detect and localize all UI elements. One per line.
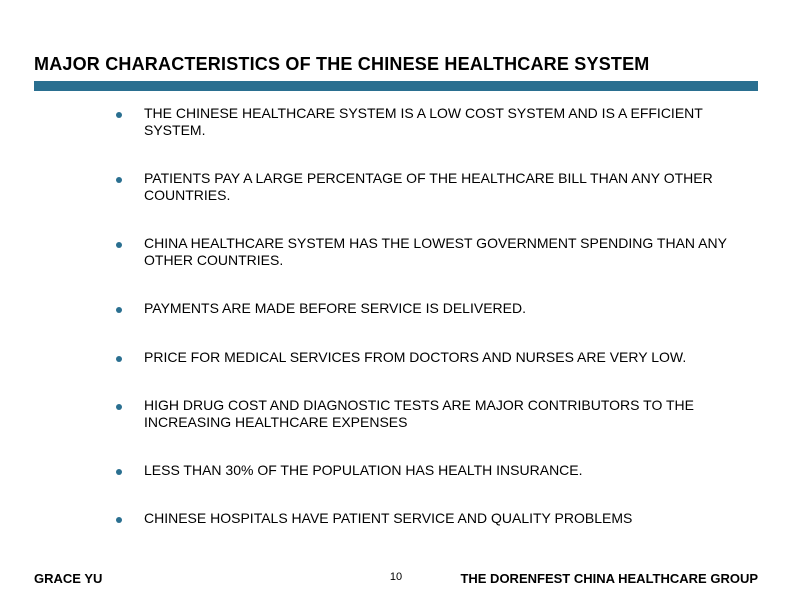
- slide-title: MAJOR CHARACTERISTICS OF THE CHINESE HEA…: [34, 0, 758, 75]
- footer-page-number: 10: [34, 571, 758, 583]
- list-item-text: HIGH DRUG COST AND DIAGNOSTIC TESTS ARE …: [144, 397, 730, 431]
- list-item: CHINESE HOSPITALS HAVE PATIENT SERVICE A…: [116, 510, 730, 527]
- bullet-icon: [116, 307, 122, 313]
- list-item-text: PATIENTS PAY A LARGE PERCENTAGE OF THE H…: [144, 170, 730, 204]
- bullet-list: THE CHINESE HEALTHCARE SYSTEM IS A LOW C…: [116, 105, 730, 527]
- list-item: LESS THAN 30% OF THE POPULATION HAS HEAL…: [116, 462, 730, 479]
- bullet-icon: [116, 404, 122, 410]
- list-item: CHINA HEALTHCARE SYSTEM HAS THE LOWEST G…: [116, 235, 730, 269]
- list-item-text: PAYMENTS ARE MADE BEFORE SERVICE IS DELI…: [144, 300, 730, 317]
- list-item: THE CHINESE HEALTHCARE SYSTEM IS A LOW C…: [116, 105, 730, 139]
- list-item: PATIENTS PAY A LARGE PERCENTAGE OF THE H…: [116, 170, 730, 204]
- bullet-icon: [116, 469, 122, 475]
- list-item-text: CHINESE HOSPITALS HAVE PATIENT SERVICE A…: [144, 510, 730, 527]
- list-item-text: CHINA HEALTHCARE SYSTEM HAS THE LOWEST G…: [144, 235, 730, 269]
- list-item: PRICE FOR MEDICAL SERVICES FROM DOCTORS …: [116, 349, 730, 366]
- footer: GRACE YU 10 THE DORENFEST CHINA HEALTHCA…: [34, 571, 758, 586]
- list-item-text: THE CHINESE HEALTHCARE SYSTEM IS A LOW C…: [144, 105, 730, 139]
- bullet-icon: [116, 177, 122, 183]
- list-item-text: LESS THAN 30% OF THE POPULATION HAS HEAL…: [144, 462, 730, 479]
- bullet-icon: [116, 242, 122, 248]
- bullet-icon: [116, 356, 122, 362]
- bullet-icon: [116, 517, 122, 523]
- list-item: PAYMENTS ARE MADE BEFORE SERVICE IS DELI…: [116, 300, 730, 317]
- title-rule: [34, 81, 758, 91]
- slide: MAJOR CHARACTERISTICS OF THE CHINESE HEA…: [0, 0, 792, 612]
- list-item-text: PRICE FOR MEDICAL SERVICES FROM DOCTORS …: [144, 349, 730, 366]
- list-item: HIGH DRUG COST AND DIAGNOSTIC TESTS ARE …: [116, 397, 730, 431]
- bullet-icon: [116, 112, 122, 118]
